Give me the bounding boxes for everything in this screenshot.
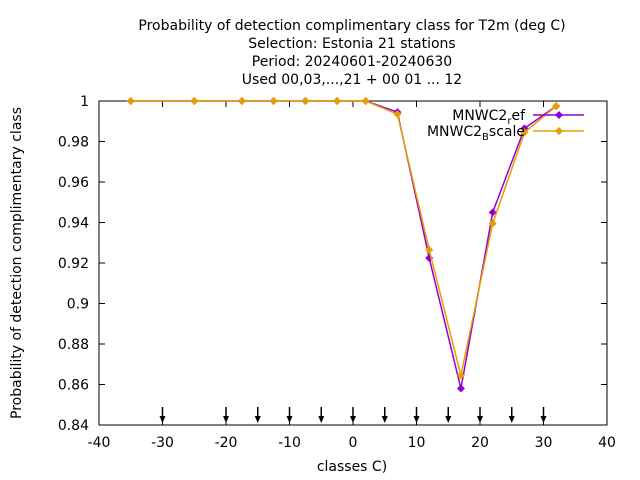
arrow-head (477, 416, 483, 423)
y-tick-label: 0.94 (58, 216, 89, 232)
title-line: Period: 20240601-20240630 (252, 54, 452, 70)
arrow-head (254, 416, 261, 423)
y-axis-label: Probability of detection complimentary c… (9, 107, 25, 419)
x-tick-label: 20 (471, 435, 489, 451)
data-point (126, 97, 135, 105)
arrow-head (508, 416, 515, 423)
x-tick-label: 40 (598, 435, 616, 451)
data-point (520, 128, 529, 137)
x-tick-label: -30 (151, 435, 174, 451)
arrow-head (350, 416, 356, 423)
data-point (488, 219, 497, 228)
arrow-head (159, 416, 166, 423)
title-line: Probability of detection complimentary c… (138, 18, 565, 34)
series-MNWC2_Bscale (126, 97, 561, 380)
arrow-head (381, 416, 388, 423)
legend-marker (555, 127, 563, 135)
legend-marker (555, 111, 563, 119)
y-tick-label: 1 (80, 94, 89, 110)
arrow-head (413, 416, 420, 423)
data-point (237, 97, 246, 105)
series-MNWC2_ref (126, 97, 561, 393)
data-point (301, 97, 310, 105)
y-tick-label: 0.92 (58, 256, 89, 272)
series-layer (126, 97, 561, 393)
data-point (361, 97, 370, 105)
title-line: Selection: Estonia 21 stations (248, 36, 455, 52)
data-point (552, 102, 561, 111)
x-tick-label: 10 (408, 435, 426, 451)
title-line: Used 00,03,...,21 + 00 01 ... 12 (242, 72, 462, 88)
data-point (456, 384, 465, 393)
data-point (425, 245, 434, 254)
data-point (333, 97, 342, 105)
y-tick-label: 0.86 (58, 378, 89, 394)
arrow-head (540, 416, 547, 423)
y-tick-label: 0.88 (58, 337, 89, 353)
data-point (190, 97, 199, 105)
data-point (393, 110, 402, 119)
y-tick-label: 0.84 (58, 418, 89, 434)
series-line (130, 100, 557, 376)
arrow-head (318, 416, 325, 423)
data-point (269, 97, 278, 105)
x-tick-label: -20 (215, 435, 238, 451)
class-arrows (159, 407, 547, 423)
chart-title: Probability of detection complimentary c… (138, 18, 565, 88)
data-point (488, 208, 497, 217)
axis-ticks: -40 -30 -20 -10 0 10 20 30 40 0.84 0.86 0.88 0.9 0.92… (58, 94, 616, 451)
series-line (130, 100, 557, 389)
data-point (456, 371, 465, 380)
y-tick-label: 0.98 (58, 135, 89, 151)
x-tick-label: -40 (88, 435, 111, 451)
x-axis-label: classes C) (317, 459, 387, 475)
plot-frame (98, 100, 608, 426)
legend-label: MNWC2Bscale (427, 124, 525, 143)
plot-border (98, 100, 608, 426)
y-tick-label: 0.96 (58, 175, 89, 191)
x-tick-label: 0 (349, 435, 358, 451)
x-tick-label: 30 (535, 435, 553, 451)
arrow-head (445, 416, 452, 423)
y-tick-label: 0.9 (67, 297, 89, 313)
x-tick-label: -10 (278, 435, 301, 451)
arrow-head (223, 416, 229, 423)
arrow-head (286, 416, 293, 423)
legend-label: MNWC2ref (452, 108, 526, 127)
